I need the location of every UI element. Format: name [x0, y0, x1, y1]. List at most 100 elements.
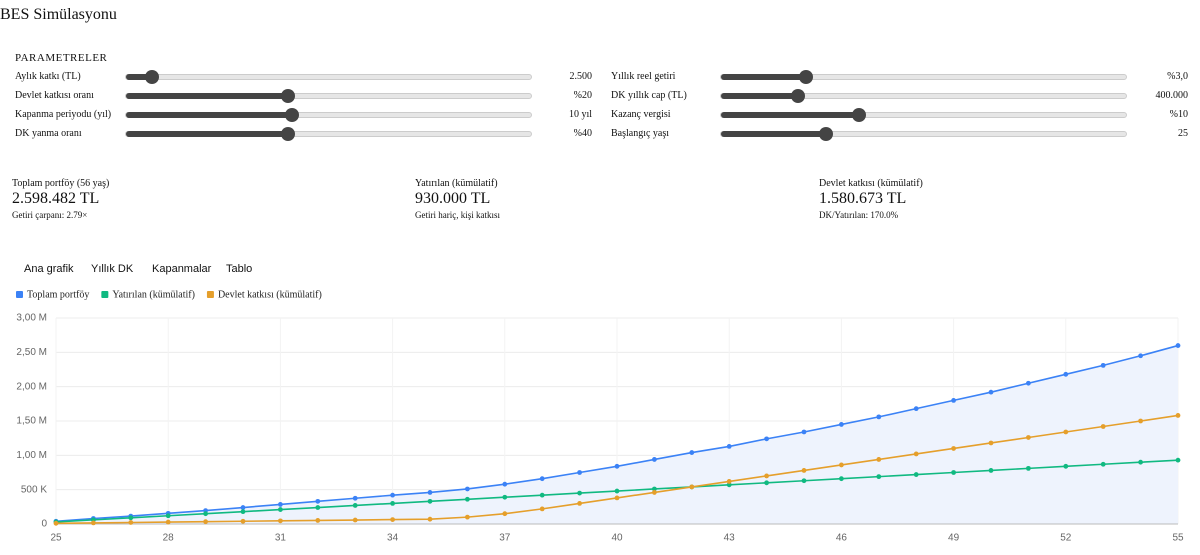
slider-fill: [721, 112, 859, 118]
legend-swatch: [101, 291, 109, 298]
point: [913, 472, 919, 477]
point: [390, 517, 395, 523]
point: [577, 490, 582, 496]
point: [951, 446, 956, 451]
slider[interactable]: [125, 89, 532, 103]
tab[interactable]: Yıllık DK: [91, 263, 134, 275]
point: [577, 470, 582, 475]
slider-thumb[interactable]: [281, 127, 295, 141]
point: [764, 436, 769, 442]
point: [913, 406, 919, 412]
point: [1063, 371, 1069, 377]
tab[interactable]: Ana grafik: [24, 263, 74, 275]
slider-thumb[interactable]: [144, 70, 159, 84]
point: [951, 398, 956, 403]
point: [726, 444, 732, 449]
point: [839, 462, 844, 468]
point: [427, 490, 433, 495]
point: [165, 513, 171, 519]
slider[interactable]: [720, 89, 1127, 103]
legend-label: Devlet katkısı (kümülatif): [218, 289, 322, 300]
legend-label: Yatırılan (kümülatif): [112, 289, 195, 300]
y-tick-label: 3,00 M: [16, 313, 47, 324]
slider[interactable]: [125, 70, 532, 84]
slider[interactable]: [125, 127, 532, 141]
slider-thumb[interactable]: [281, 89, 295, 103]
point: [1138, 459, 1143, 465]
point: [1026, 465, 1031, 471]
x-tick-label: 43: [724, 533, 736, 544]
tab[interactable]: Tablo: [226, 263, 253, 275]
slider[interactable]: [720, 108, 1127, 122]
point: [203, 519, 209, 525]
slider-thumb[interactable]: [851, 108, 866, 122]
tab[interactable]: Kapanmalar: [152, 263, 212, 275]
x-tick-label: 55: [1172, 533, 1184, 544]
slider-thumb[interactable]: [799, 70, 814, 84]
slider-fill: [126, 93, 288, 99]
point: [801, 468, 807, 473]
point: [53, 520, 59, 526]
point: [801, 478, 807, 484]
slider-fill: [721, 131, 827, 137]
point: [315, 505, 321, 510]
point: [652, 486, 657, 492]
param-value: %40: [573, 128, 592, 139]
param-value: %3,0: [1167, 71, 1188, 82]
point: [726, 482, 732, 488]
point: [876, 457, 882, 462]
slider[interactable]: [720, 70, 1127, 84]
point: [1026, 380, 1031, 386]
x-tick-label: 52: [1060, 533, 1072, 544]
param-value: %20: [573, 90, 592, 101]
point: [502, 511, 508, 517]
param-label: Yıllık reel getiri: [611, 71, 676, 82]
stat-label: Devlet katkısı (kümülatif): [819, 178, 923, 189]
x-tick-label: 40: [611, 533, 623, 544]
point: [352, 495, 358, 501]
slider-fill: [721, 93, 798, 99]
stat-note: DK/Yatırılan: 170.0%: [819, 210, 899, 220]
param-value: 25: [1178, 128, 1188, 139]
y-tick-label: 2,00 M: [16, 381, 47, 392]
param-value: 2.500: [569, 71, 593, 82]
param-label: DK yanma oranı: [15, 128, 82, 139]
slider[interactable]: [125, 108, 532, 122]
area: [56, 345, 1178, 524]
stat-note: Getiri hariç, kişi katkısı: [415, 210, 500, 220]
point: [951, 470, 956, 475]
point: [1100, 461, 1106, 467]
point: [539, 506, 545, 512]
point: [1175, 343, 1181, 348]
slider-thumb[interactable]: [819, 127, 834, 141]
y-tick-label: 1,50 M: [16, 416, 47, 427]
point: [1100, 362, 1106, 368]
slider-fill: [721, 74, 807, 80]
point: [689, 450, 695, 455]
slider-thumb[interactable]: [790, 89, 805, 103]
point: [839, 476, 844, 482]
param-label: DK yıllık cap (TL): [611, 90, 687, 101]
point: [1026, 435, 1031, 440]
x-tick-label: 49: [948, 533, 960, 544]
point: [988, 389, 994, 395]
point: [801, 429, 807, 435]
x-tick-label: 31: [275, 533, 287, 544]
point: [315, 498, 321, 504]
stat-label: Toplam portföy (56 yaş): [12, 178, 110, 189]
slider[interactable]: [720, 127, 1127, 141]
x-tick-label: 25: [50, 533, 62, 544]
point: [278, 502, 283, 507]
slider-thumb[interactable]: [285, 108, 300, 122]
point: [1138, 418, 1143, 424]
point: [278, 518, 283, 524]
section-heading: PARAMETRELER: [15, 52, 108, 64]
stat-value: 930.000 TL: [415, 190, 491, 207]
point: [1138, 353, 1143, 359]
point: [614, 495, 620, 501]
point: [988, 440, 994, 446]
point: [689, 484, 695, 490]
y-tick-label: 1,00 M: [16, 450, 47, 461]
point: [988, 468, 994, 473]
stat-label: Yatırılan (kümülatif): [415, 178, 498, 189]
